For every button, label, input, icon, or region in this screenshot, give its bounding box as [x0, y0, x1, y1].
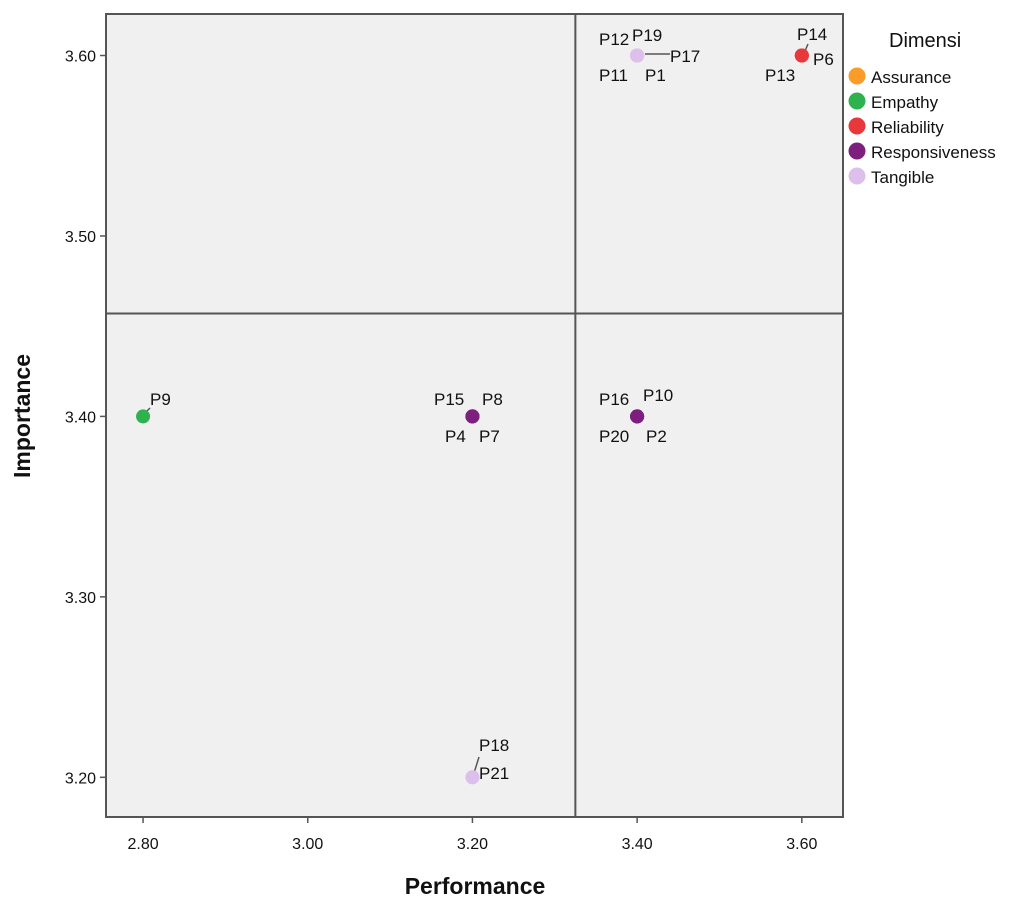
label-p9: P9 — [150, 390, 171, 409]
y-tick-label: 3.30 — [65, 590, 96, 607]
x-axis-ticks: 2.80 3.00 3.20 3.40 3.60 — [127, 817, 817, 853]
label-p20: P20 — [599, 427, 629, 446]
data-points — [136, 48, 809, 785]
point-p7 — [465, 409, 480, 424]
legend-marker-empathy — [848, 92, 866, 110]
label-p8: P8 — [482, 390, 503, 409]
y-axis-title: Importance — [9, 354, 35, 478]
x-tick-label: 3.40 — [622, 836, 653, 853]
legend-label-empathy: Empathy — [871, 93, 939, 112]
point-p1 — [630, 48, 645, 63]
point-labels: P9 P15 P8 P4 P7 P16 P10 P20 P2 P18 P21 P… — [150, 25, 834, 783]
legend-label-reliability: Reliability — [871, 118, 944, 137]
label-p18: P18 — [479, 736, 509, 755]
label-p4: P4 — [445, 427, 466, 446]
leader-p18 — [473, 756, 480, 774]
label-p12: P12 — [599, 30, 629, 49]
x-axis-title: Performance — [405, 873, 546, 897]
point-p13 — [794, 48, 809, 63]
label-p2: P2 — [646, 427, 667, 446]
legend-label-tangible: Tangible — [871, 168, 934, 187]
legend-marker-tangible — [848, 167, 866, 185]
x-tick-label: 2.80 — [127, 836, 158, 853]
label-p19: P19 — [632, 26, 662, 45]
label-p13: P13 — [765, 66, 795, 85]
label-p21: P21 — [479, 764, 509, 783]
x-tick-label: 3.20 — [457, 836, 488, 853]
label-p10: P10 — [643, 386, 673, 405]
legend-marker-responsiveness — [848, 142, 866, 160]
label-p11: P11 — [599, 66, 628, 85]
y-tick-label: 3.60 — [65, 49, 96, 66]
legend-title: Dimensi — [889, 30, 961, 52]
legend: Dimensi Assurance Empathy Reliability Re… — [848, 30, 996, 187]
point-p2 — [630, 409, 645, 424]
label-p14: P14 — [797, 25, 827, 44]
label-p7: P7 — [479, 427, 500, 446]
y-tick-label: 3.40 — [65, 409, 96, 426]
label-p15: P15 — [434, 390, 464, 409]
legend-label-responsiveness: Responsiveness — [871, 143, 996, 162]
legend-marker-assurance — [848, 67, 866, 85]
x-tick-label: 3.00 — [292, 836, 323, 853]
x-tick-label: 3.60 — [786, 836, 817, 853]
y-tick-label: 3.20 — [65, 770, 96, 787]
label-p17: P17 — [670, 47, 700, 66]
point-p9 — [136, 409, 151, 424]
legend-marker-reliability — [848, 117, 866, 135]
y-axis-ticks: 3.20 3.30 3.40 3.50 3.60 — [65, 49, 106, 787]
label-p1: P1 — [645, 66, 666, 85]
point-p21 — [465, 770, 480, 785]
label-p6: P6 — [813, 50, 834, 69]
y-tick-label: 3.50 — [65, 229, 96, 246]
label-p16: P16 — [599, 390, 629, 409]
legend-label-assurance: Assurance — [871, 68, 951, 87]
